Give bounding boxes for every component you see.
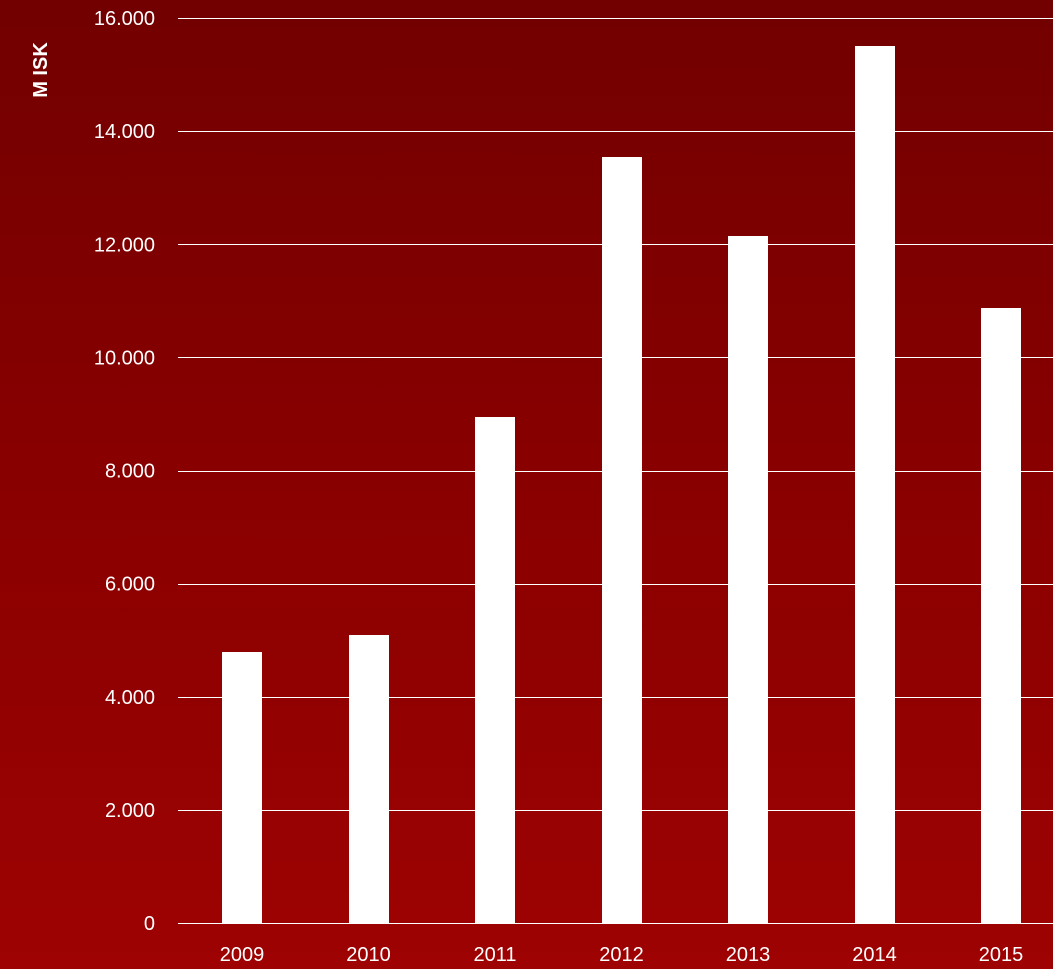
y-tick-label: 8.000 [105,461,155,483]
y-tick-label: 6.000 [105,574,155,596]
y-tick-label: 4.000 [105,687,155,709]
x-tick-label: 2011 [473,944,516,966]
y-axis-tick-labels: 0 2.000 4.000 6.000 8.000 10.000 12.000 14.000 1… [94,8,155,935]
bar-2013 [728,236,768,923]
y-tick-label: 2.000 [105,800,155,822]
y-tick-label: 0 [144,913,155,935]
y-tick-label: 14.000 [94,121,155,143]
x-tick-label: 2009 [220,944,265,966]
y-tick-label: 10.000 [94,347,155,369]
bar-2014 [855,46,895,923]
x-tick-label: 2010 [346,944,391,966]
x-tick-label: 2015 [979,944,1024,966]
y-tick-label: 16.000 [94,8,155,30]
bar-2015 [981,308,1021,923]
bar-2011 [475,417,515,923]
x-tick-label: 2012 [599,944,644,966]
x-tick-label: 2014 [852,944,897,966]
bar-2012 [602,157,642,923]
y-tick-label: 12.000 [94,234,155,256]
y-axis-title: M ISK [30,42,52,98]
bar-2009 [222,652,262,924]
bar-2010 [349,635,389,923]
x-tick-label: 2013 [726,944,771,966]
x-axis-tick-labels: 2009 2010 2011 2012 2013 2014 2015 [220,944,1024,966]
bars [222,46,1021,924]
